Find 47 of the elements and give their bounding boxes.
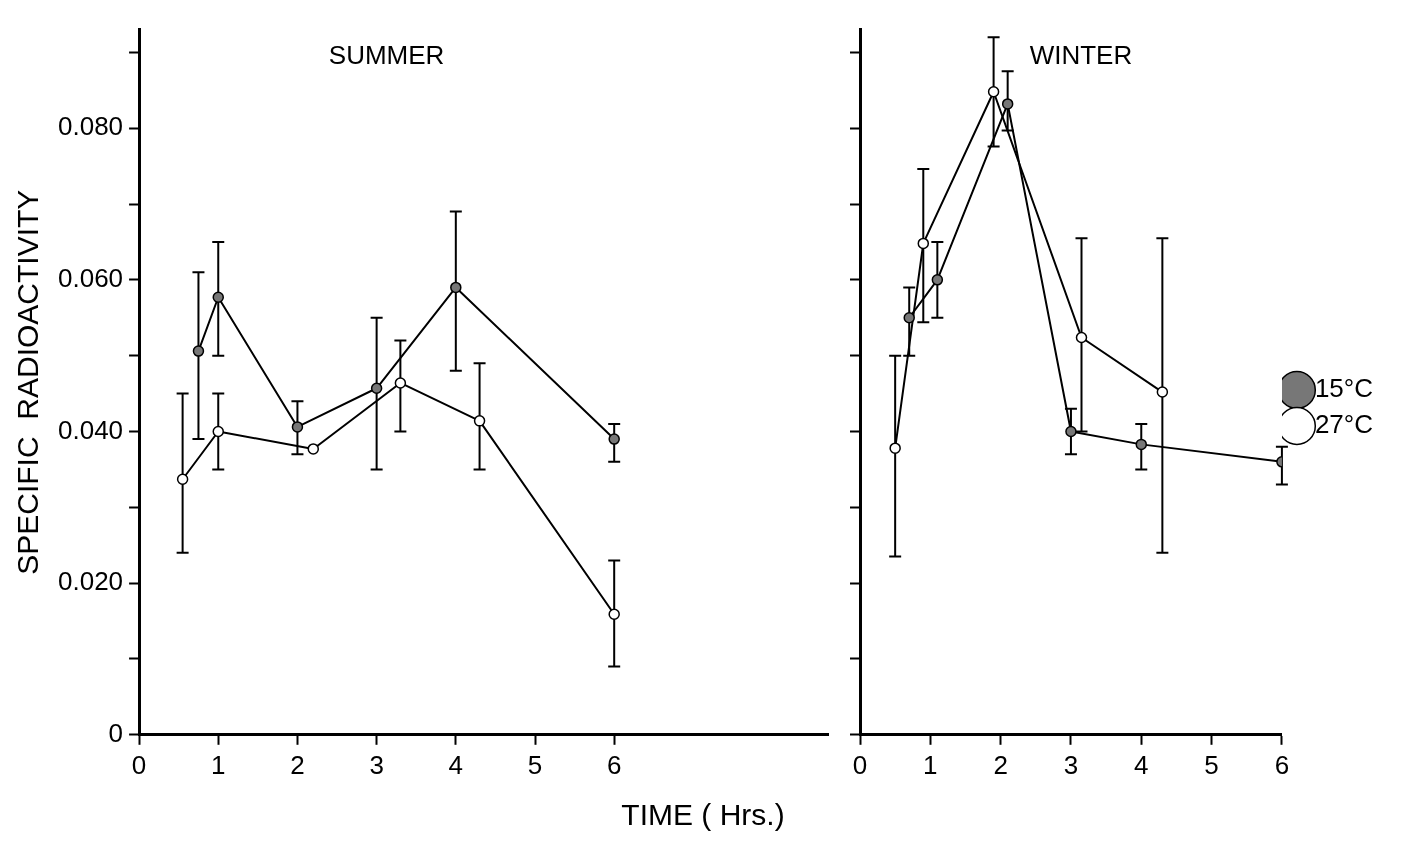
point bbox=[450, 281, 462, 294]
point bbox=[889, 442, 901, 454]
point bbox=[1075, 331, 1088, 344]
point bbox=[903, 312, 915, 324]
point bbox=[394, 377, 407, 389]
x-tick-label: 1 bbox=[923, 749, 938, 780]
y-tick-label: 0.080 bbox=[57, 111, 124, 142]
x-tick-label: 5 bbox=[527, 749, 543, 780]
point bbox=[212, 291, 224, 304]
point bbox=[176, 473, 189, 486]
legend-label: 27°C bbox=[1314, 409, 1373, 440]
point bbox=[1156, 386, 1169, 398]
point bbox=[212, 425, 224, 438]
y-tick-label: 0 bbox=[108, 717, 124, 748]
point bbox=[307, 443, 320, 455]
x-tick-label: 6 bbox=[606, 749, 622, 780]
point bbox=[987, 86, 1000, 98]
x-axis-title: TIME ( Hrs.) bbox=[620, 798, 786, 832]
point bbox=[1065, 425, 1077, 438]
point bbox=[192, 345, 205, 357]
point bbox=[370, 382, 383, 395]
chart-title: WINTER bbox=[1029, 39, 1133, 70]
point bbox=[291, 421, 304, 433]
point bbox=[917, 237, 930, 250]
y-tick-label: 0.040 bbox=[57, 414, 124, 445]
x-tick-label: 2 bbox=[290, 749, 305, 780]
y-axis-title: SPECIFIC RADIOACTIVITY bbox=[11, 189, 45, 575]
legend-label: 15°C bbox=[1314, 373, 1373, 404]
x-tick-label: 2 bbox=[993, 749, 1008, 780]
x-tick-label: 0 bbox=[852, 749, 868, 780]
point bbox=[473, 415, 486, 427]
point bbox=[1135, 438, 1148, 451]
x-tick-label: 3 bbox=[1063, 749, 1079, 780]
x-tick-label: 4 bbox=[448, 749, 464, 780]
chart-title: SUMMER bbox=[328, 39, 445, 70]
y-tick-label: 0.060 bbox=[57, 263, 124, 293]
x-tick-label: 0 bbox=[131, 749, 147, 780]
point bbox=[608, 608, 620, 620]
point bbox=[608, 433, 620, 445]
point bbox=[931, 274, 944, 286]
x-tick-label: 4 bbox=[1134, 749, 1149, 780]
x-tick-label: 1 bbox=[211, 749, 226, 780]
x-tick-label: 5 bbox=[1204, 749, 1219, 780]
point bbox=[1001, 98, 1014, 110]
x-tick-label: 3 bbox=[369, 749, 384, 780]
x-tick-label: 6 bbox=[1274, 749, 1290, 780]
y-tick-label: 0.020 bbox=[57, 566, 124, 597]
